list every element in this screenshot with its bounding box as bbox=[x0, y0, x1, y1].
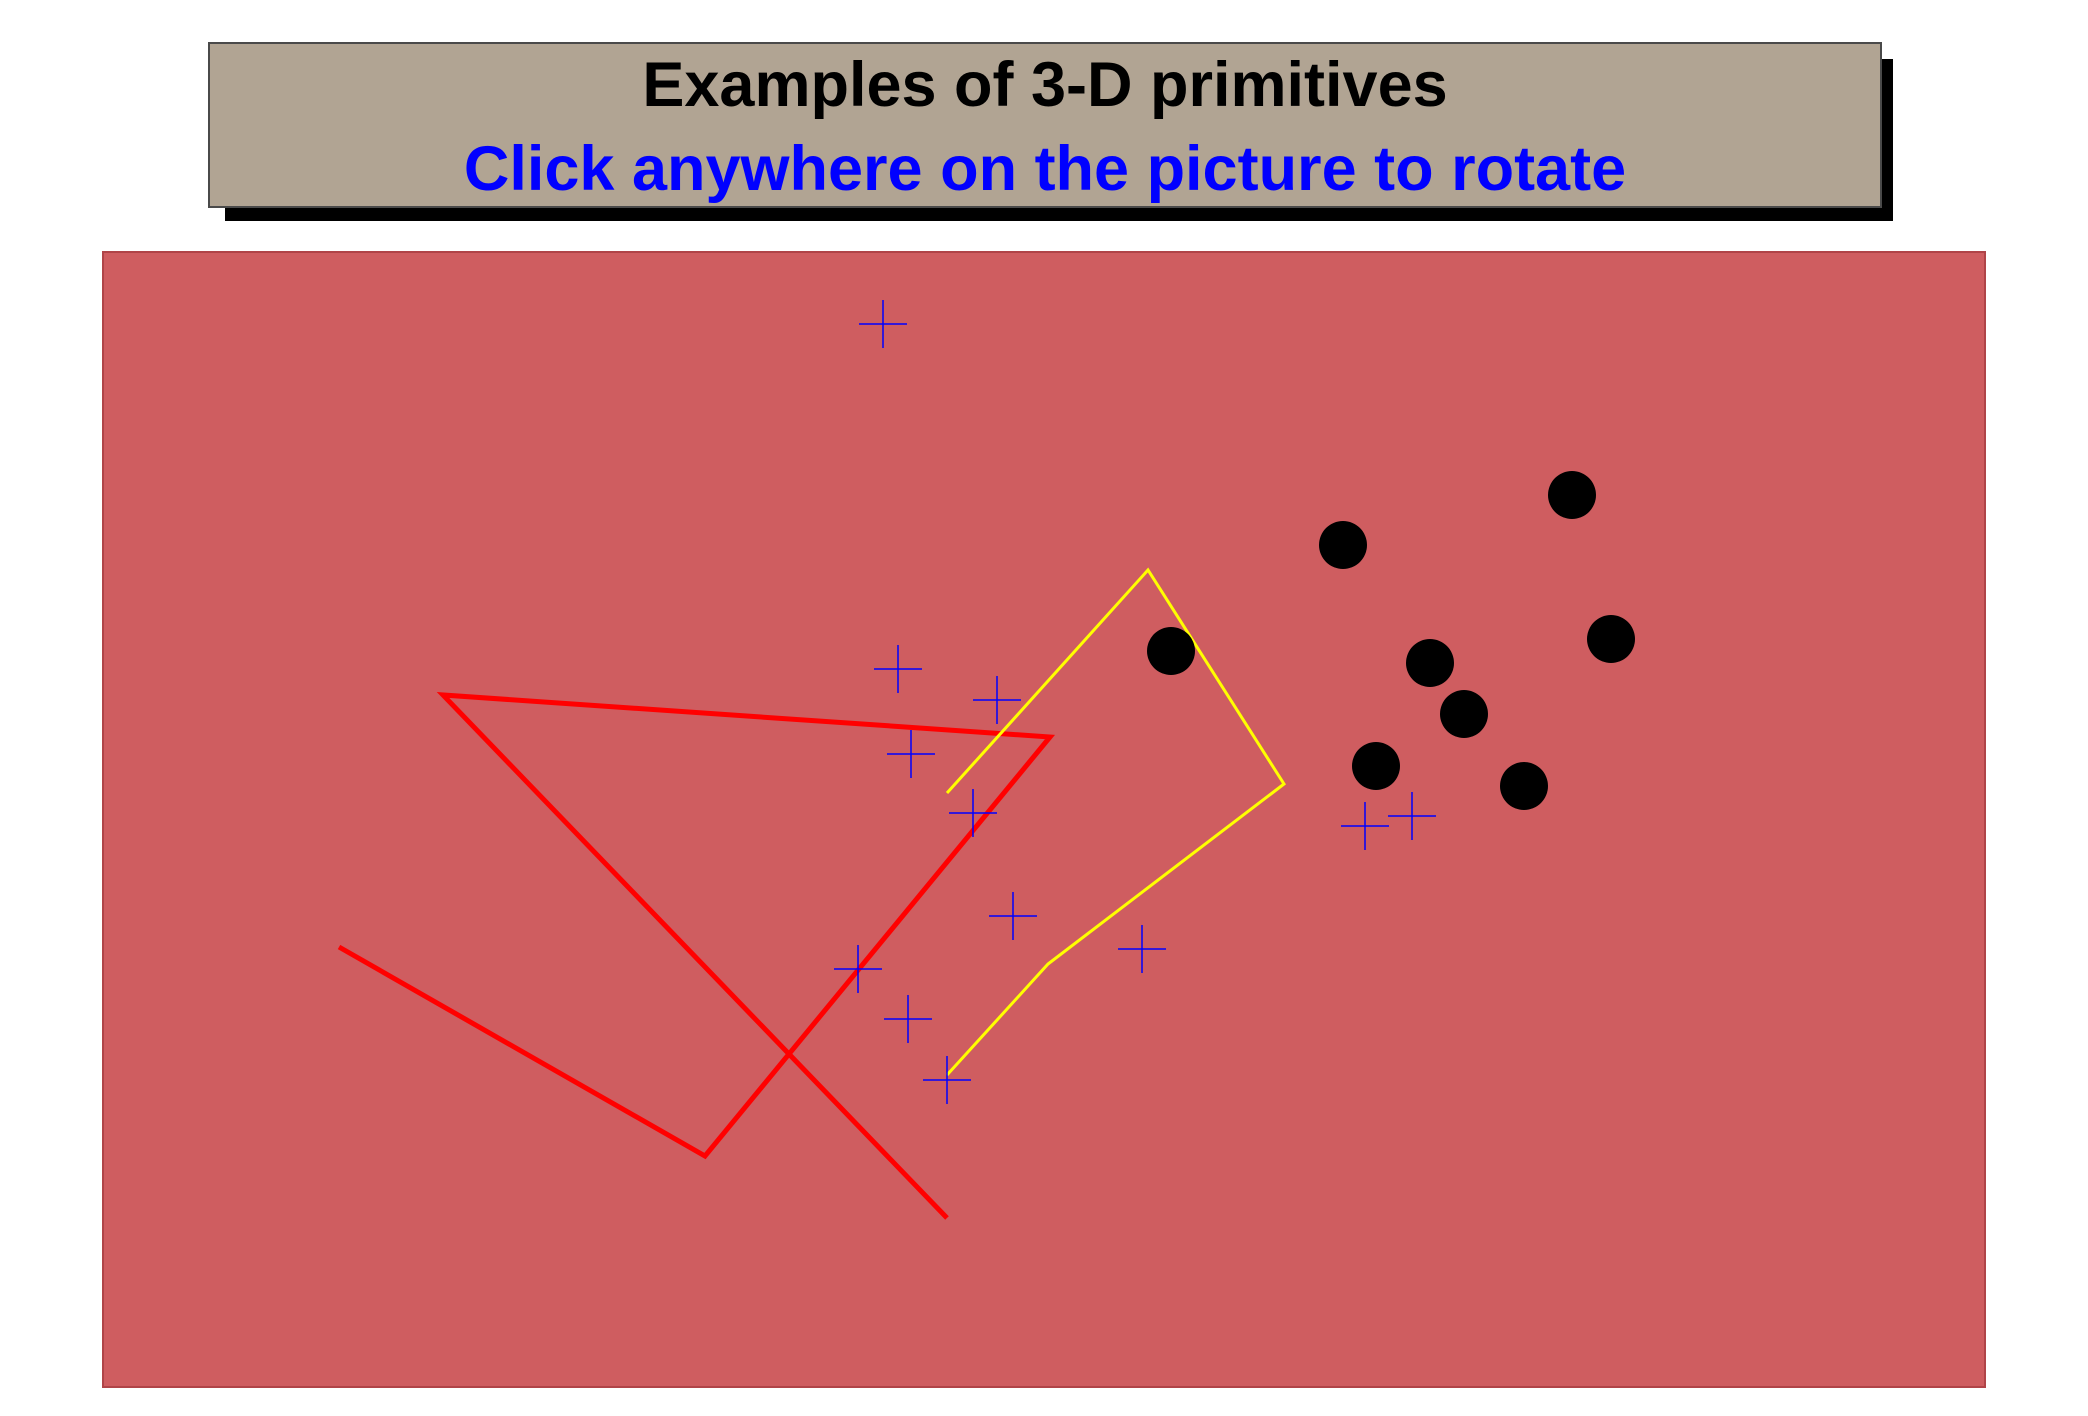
black-dot bbox=[1319, 521, 1367, 569]
rotatable-3d-canvas[interactable] bbox=[102, 251, 1986, 1388]
plus-marker-icon bbox=[884, 995, 932, 1043]
black-dot bbox=[1352, 742, 1400, 790]
plus-marker-icon bbox=[874, 645, 922, 693]
black-dot bbox=[1548, 471, 1596, 519]
yellow-polyline bbox=[945, 567, 1287, 1077]
plus-marker-icon bbox=[989, 892, 1037, 940]
plus-marker-icon bbox=[923, 1056, 971, 1104]
black-dot bbox=[1500, 762, 1548, 810]
plus-marker-icon bbox=[1341, 802, 1389, 850]
black-dot bbox=[1147, 627, 1195, 675]
black-dot bbox=[1406, 639, 1454, 687]
instruction-text: Click anywhere on the picture to rotate bbox=[463, 134, 1627, 204]
plus-marker-icon bbox=[834, 945, 882, 993]
plus-marker-icon bbox=[973, 676, 1021, 724]
black-dot bbox=[1587, 615, 1635, 663]
red-polyline bbox=[337, 692, 1056, 1220]
plus-marker-icon bbox=[1388, 792, 1436, 840]
scene-svg[interactable] bbox=[104, 253, 1988, 1390]
plus-marker-icon bbox=[859, 300, 907, 348]
page-title: Examples of 3-D primitives bbox=[642, 50, 1448, 120]
black-dot bbox=[1440, 690, 1488, 738]
plus-marker-icon bbox=[1118, 925, 1166, 973]
plus-marker-icon bbox=[949, 789, 997, 837]
plus-marker-icon bbox=[887, 730, 935, 778]
title-banner: Examples of 3-D primitives Click anywher… bbox=[208, 42, 1882, 208]
